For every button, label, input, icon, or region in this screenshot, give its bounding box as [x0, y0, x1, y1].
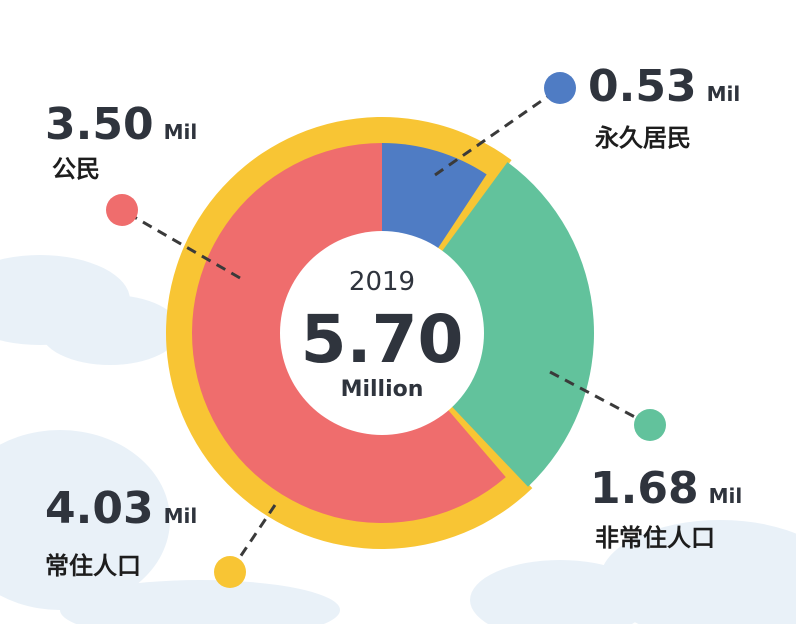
- leader-line: [121, 208, 241, 280]
- leader-dot: [214, 556, 246, 588]
- unit-label: Mil: [709, 484, 743, 508]
- unit-label: Mil: [164, 120, 198, 144]
- leader-dot: [544, 72, 576, 104]
- clouds: [0, 255, 796, 624]
- value-label: 1.68: [590, 463, 699, 514]
- category-label: 常住人口: [45, 552, 141, 580]
- unit-label: Mil: [164, 504, 198, 528]
- value-label: 0.53: [588, 61, 697, 112]
- annotations: 0.53 Mil 永久居民 1.68 Mil 非常住人口 3.50 Mil 公民 4.03 Mil 常…: [45, 61, 742, 588]
- year: 2019: [349, 267, 415, 297]
- leader-dot: [634, 409, 666, 441]
- unit-label: Mil: [707, 82, 741, 106]
- leader-line: [228, 504, 277, 573]
- category-label: 公民: [52, 155, 100, 183]
- center-hole: [280, 231, 484, 435]
- value-label: 3.50: [45, 99, 154, 150]
- category-label: 永久居民: [595, 124, 691, 152]
- leader-line: [549, 370, 651, 427]
- category-label: 非常住人口: [595, 524, 715, 552]
- total: 5.70: [301, 301, 464, 378]
- leader-dot: [106, 194, 138, 226]
- total-unit: Million: [341, 377, 424, 402]
- wedge: [382, 162, 594, 487]
- leader-line: [434, 86, 561, 177]
- value-label: 4.03: [45, 483, 154, 534]
